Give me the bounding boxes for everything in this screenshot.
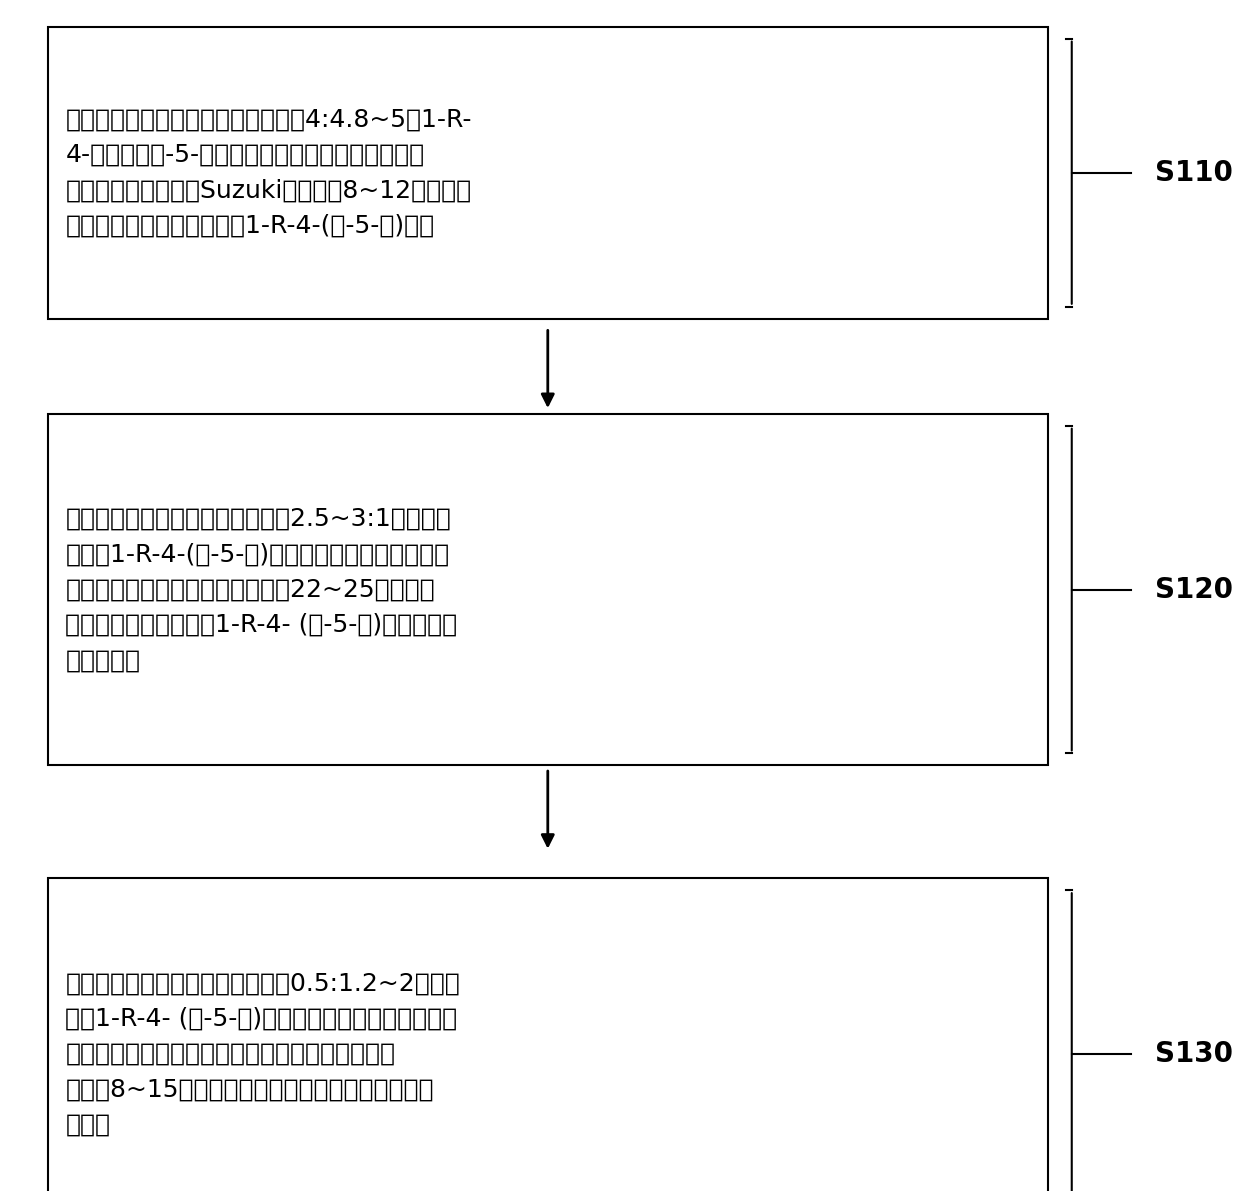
Text: S110: S110 xyxy=(1156,158,1233,187)
FancyBboxPatch shape xyxy=(47,879,1048,1191)
Text: 在第一惰性气体氛围中，按摩尔比为4:4.8~5将1-R-
4-溴酞嗪和芘-5-硼酸溶于第一溶剂中，加入催化剂
和碳酸盐溶液，进行Suzuki偶联反应8~12小时: 在第一惰性气体氛围中，按摩尔比为4:4.8~5将1-R- 4-溴酞嗪和芘-5-硼… xyxy=(66,107,472,238)
FancyBboxPatch shape xyxy=(47,27,1048,319)
Text: S130: S130 xyxy=(1156,1040,1233,1068)
Text: 在第三惰性气体氛围中，按摩尔比0.5:1.2~2将主配
体为1-R-4- (芘-5-基)酞嗪的含铱氯桥二聚物和乙酰
丙酮溶于第三溶剂中，加入碳酸盐，加热至回流状: 在第三惰性气体氛围中，按摩尔比0.5:1.2~2将主配 体为1-R-4- (芘-… xyxy=(66,971,460,1137)
Text: S120: S120 xyxy=(1156,575,1233,604)
Text: 在第惰性气体氛围中，按摩尔比为2.5~3:1将环金属
主配体1-R-4-(芘-5-基)酞嗪和三水合三氯化铱溶于
第二溶剂中，加热至回流状态反应22~25小时，分: 在第惰性气体氛围中，按摩尔比为2.5~3:1将环金属 主配体1-R-4-(芘-5… xyxy=(66,506,458,673)
FancyBboxPatch shape xyxy=(47,413,1048,765)
